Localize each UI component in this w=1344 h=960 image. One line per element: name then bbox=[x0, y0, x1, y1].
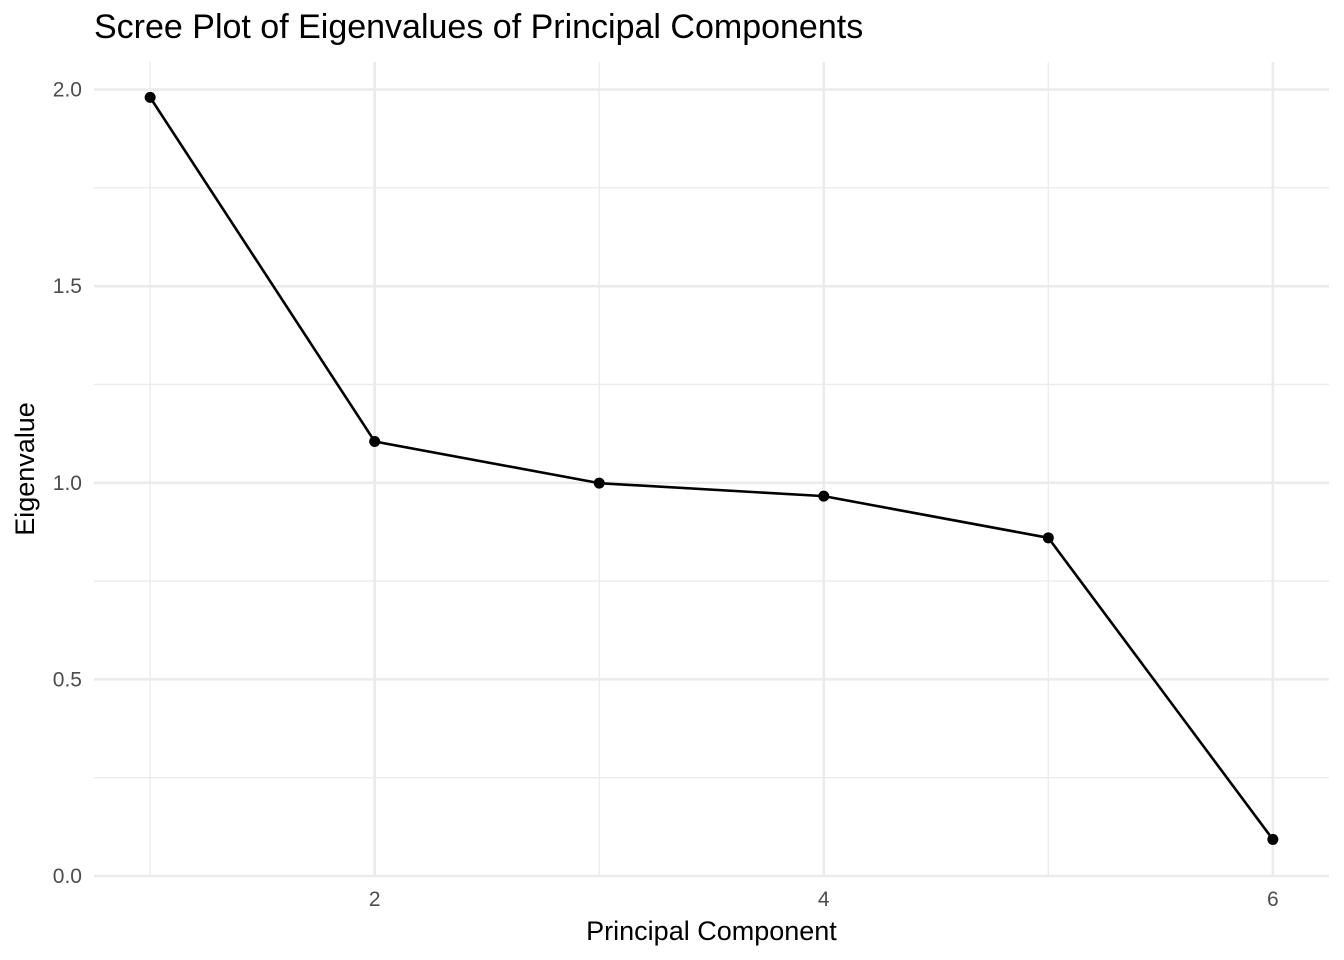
y-tick-label: 1.5 bbox=[53, 275, 82, 298]
y-tick-label: 0.0 bbox=[53, 865, 82, 888]
grid-layer bbox=[94, 62, 1329, 878]
series-layer bbox=[144, 91, 1279, 845]
y-axis-title: Eigenvalue bbox=[10, 402, 40, 536]
x-tick-label: 6 bbox=[1267, 888, 1279, 911]
chart-title: Scree Plot of Eigenvalues of Principal C… bbox=[94, 8, 864, 46]
x-axis-title: Principal Component bbox=[586, 916, 837, 946]
data-point bbox=[593, 477, 605, 489]
data-point bbox=[1267, 833, 1279, 845]
data-point bbox=[144, 91, 156, 103]
x-tick-label: 4 bbox=[818, 888, 830, 911]
data-point bbox=[1042, 532, 1054, 544]
y-tick-label: 1.0 bbox=[53, 472, 82, 495]
y-tick-label: 2.0 bbox=[53, 79, 82, 102]
y-tick-label: 0.5 bbox=[53, 668, 82, 691]
x-tick-label: 2 bbox=[369, 888, 381, 911]
series-line bbox=[149, 96, 1274, 841]
data-point bbox=[369, 435, 381, 447]
tick-layer: 0.0 0.5 1.0 1.5 2.0 2 4 6 bbox=[53, 79, 1279, 911]
data-point bbox=[818, 490, 830, 502]
